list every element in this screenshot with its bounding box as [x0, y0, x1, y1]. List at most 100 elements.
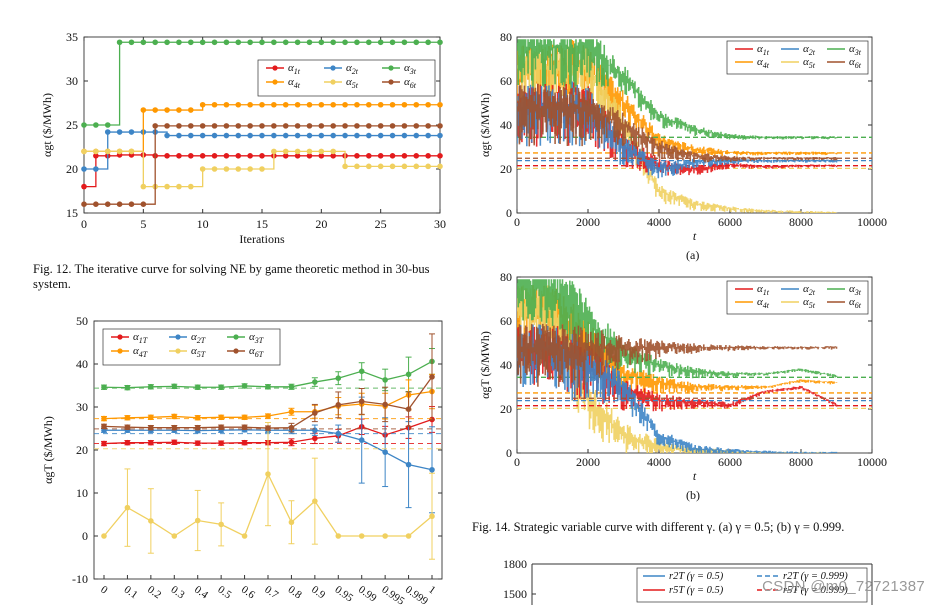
legend-label: α1t [757, 43, 770, 57]
data-point [282, 132, 289, 139]
x-tick-label: 10000 [857, 215, 887, 229]
data-point [199, 101, 206, 108]
data-point [413, 163, 420, 170]
data-point [235, 39, 242, 46]
data-point [382, 377, 388, 383]
data-point [318, 148, 325, 155]
data-point [288, 383, 295, 390]
fig13-legend: α1T α2T α3T α4T α5T α6T [102, 328, 281, 366]
data-point [318, 39, 325, 46]
legend-label: α4t [288, 76, 301, 90]
x-tick-label: 0 [514, 215, 520, 229]
data-point [235, 132, 242, 139]
x-axis-label: Iterations [239, 232, 285, 246]
y-axis-label: αgt ($/MWh) [478, 93, 492, 157]
data-point [124, 414, 131, 421]
legend-label: α3t [404, 62, 417, 76]
y-tick-label: 40 [500, 358, 512, 372]
data-point [124, 439, 131, 446]
x-tick-label: 4000 [647, 455, 671, 469]
data-point [366, 123, 372, 129]
series-α3t [517, 279, 872, 379]
data-point [382, 533, 388, 539]
data-point [199, 153, 206, 159]
data-point [128, 201, 135, 207]
data-point [188, 153, 194, 159]
data-point [199, 132, 206, 139]
data-point [401, 163, 408, 170]
data-point [401, 153, 408, 159]
data-point [164, 153, 170, 159]
x-tick-label: 8000 [789, 215, 813, 229]
y-tick-label: 60 [500, 314, 512, 328]
data-point [259, 166, 265, 172]
data-point [366, 163, 372, 170]
data-point [247, 39, 253, 46]
data-point [140, 201, 147, 207]
legend-label: r2T (γ = 0.999) [783, 571, 848, 582]
data-point [318, 132, 325, 139]
data-point [437, 153, 443, 159]
data-point [194, 517, 201, 524]
data-point [152, 123, 158, 129]
data-point [259, 39, 265, 46]
data-point [194, 414, 201, 421]
data-point [437, 163, 443, 170]
x-tick-label: 0 [98, 584, 110, 597]
x-tick-label: 5 [140, 217, 146, 231]
y-tick-label: 60 [500, 74, 512, 88]
y-tick-label: -10 [72, 572, 88, 586]
data-point [235, 153, 242, 159]
data-point [312, 498, 318, 504]
fig14b-legend: α1t α2t α3t α4t α5t α6t [726, 280, 869, 315]
data-point [294, 123, 301, 129]
data-point [128, 148, 135, 155]
data-point [330, 153, 337, 159]
data-point [93, 122, 99, 128]
data-point [124, 384, 131, 391]
data-point [401, 101, 408, 108]
y-tick-label: 30 [76, 400, 88, 414]
data-point [382, 401, 388, 408]
data-point [247, 123, 253, 129]
data-point [140, 183, 147, 190]
data-point [282, 148, 289, 155]
data-point [382, 449, 388, 455]
data-point [377, 39, 384, 46]
x-tick-label: 0.95 [333, 584, 356, 605]
x-tick-label: 10000 [857, 455, 887, 469]
legend-label: α1t [288, 62, 301, 76]
data-point [389, 39, 396, 46]
data-point [211, 132, 218, 139]
data-point [241, 424, 248, 431]
fig15-legend: r2T (γ = 0.5) r2T (γ = 0.999) r5T (γ = 0.5… [636, 567, 868, 603]
x-tick-label: 2000 [576, 215, 600, 229]
fig14-caption: Fig. 14. Strategic variable curve with d… [472, 520, 845, 534]
data-point [425, 132, 431, 139]
data-point [101, 440, 107, 447]
data-point [429, 513, 435, 520]
data-point [312, 410, 318, 416]
data-point [148, 383, 154, 390]
x-tick-label: 4000 [647, 215, 671, 229]
data-point [211, 166, 218, 172]
legend-marker [330, 65, 336, 71]
legend-marker [117, 348, 123, 354]
data-point [288, 519, 295, 526]
legend-marker [233, 334, 239, 340]
data-point [282, 101, 289, 108]
series-α1t [81, 152, 443, 190]
x-tick-label: 0.3 [169, 584, 188, 602]
y-tick-label: 20 [76, 443, 88, 457]
data-point [335, 533, 342, 539]
data-point [330, 123, 337, 129]
data-point [223, 166, 230, 172]
y-tick-label: 50 [76, 314, 88, 328]
data-point [288, 439, 295, 446]
data-point [271, 101, 277, 108]
series-α5t [81, 148, 443, 190]
data-point [306, 148, 313, 155]
data-point [124, 504, 131, 511]
x-tick-label: 20 [315, 217, 327, 231]
data-point [101, 423, 107, 430]
